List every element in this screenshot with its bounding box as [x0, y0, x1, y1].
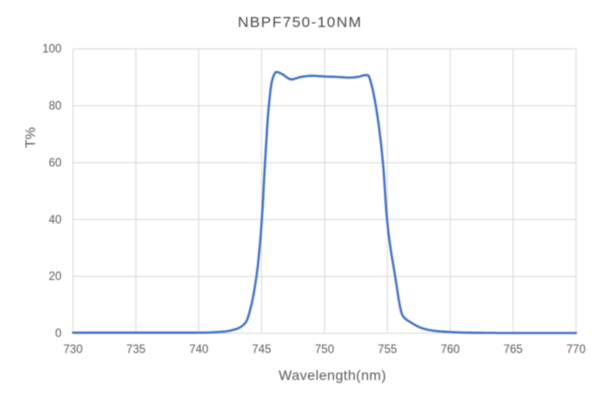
svg-text:735: 735	[126, 344, 145, 356]
svg-text:20: 20	[49, 271, 62, 283]
svg-text:0: 0	[55, 328, 61, 340]
svg-text:740: 740	[189, 344, 208, 356]
svg-text:40: 40	[49, 214, 62, 226]
svg-text:770: 770	[566, 344, 585, 356]
svg-text:730: 730	[63, 344, 82, 356]
svg-text:100: 100	[42, 44, 61, 56]
svg-text:60: 60	[49, 158, 62, 170]
svg-text:755: 755	[378, 344, 397, 356]
svg-text:NBPF750-10NM: NBPF750-10NM	[238, 14, 362, 31]
svg-text:750: 750	[315, 344, 334, 356]
svg-text:Wavelength(nm): Wavelength(nm)	[279, 367, 387, 383]
svg-text:80: 80	[49, 101, 62, 113]
svg-text:760: 760	[441, 344, 460, 356]
svg-text:T%: T%	[22, 127, 38, 148]
svg-text:745: 745	[252, 344, 271, 356]
svg-text:765: 765	[504, 344, 523, 356]
